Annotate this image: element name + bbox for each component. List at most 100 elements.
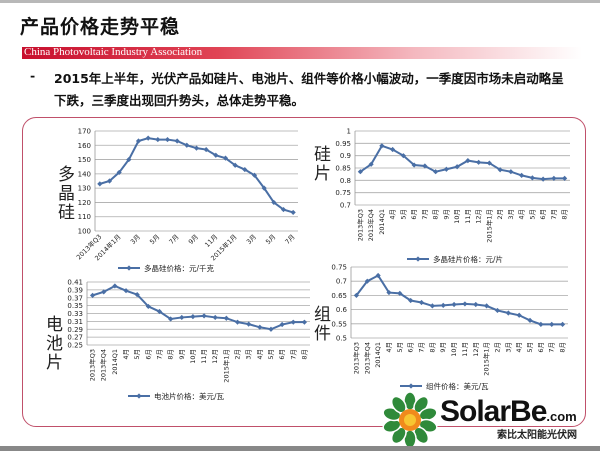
side-label-char: 硅 <box>314 145 331 165</box>
x-tick-label: 6月 <box>278 349 286 360</box>
x-tick-label: 3月 <box>504 342 512 353</box>
x-tick-label: 2月 <box>496 209 504 220</box>
y-tick-label: 0.9 <box>340 152 351 160</box>
x-tick-label: 6月 <box>407 342 415 353</box>
x-tick-label: 3月 <box>245 349 253 360</box>
side-label: 组件 <box>314 305 331 344</box>
x-tick-label: 9月 <box>439 342 447 353</box>
association-banner: China Photovoltaic Industry Association <box>22 46 582 59</box>
legend-label: 多晶硅价格：元/千克 <box>144 263 215 273</box>
bullet-marker: - <box>30 68 36 83</box>
data-point <box>301 319 308 325</box>
legend-label: 多晶硅片价格：元/片 <box>433 254 503 264</box>
data-point <box>101 289 107 295</box>
data-point <box>223 315 229 321</box>
x-tick-label: 2013年Q3 <box>351 342 360 374</box>
x-tick-label: 8月 <box>300 349 308 360</box>
data-point <box>357 169 363 175</box>
x-tick-label: 5月 <box>396 342 404 353</box>
y-tick-label: 0.7 <box>340 202 351 210</box>
summary-paragraph: 2015年上半年，光伏产品如硅片、电池片、组件等价格小幅波动，一季度因市场未启动… <box>54 71 564 108</box>
chart-2: 0.7 0.75 0.8 0.85 0.9 0.95 1 2013年Q3 2013年Q4 2014… <box>314 128 570 264</box>
y-tick-label: 0.75 <box>331 264 347 272</box>
x-tick-label: 2月 <box>493 342 501 353</box>
x-tick-label: 7月 <box>548 342 556 353</box>
data-point <box>290 319 296 325</box>
data-point <box>451 301 457 308</box>
data-point <box>462 301 468 307</box>
x-tick-label: 2015年1月 <box>221 349 230 383</box>
side-label: 硅片 <box>314 145 331 184</box>
data-point <box>418 299 425 306</box>
logo-com: .com <box>546 409 577 424</box>
data-point <box>538 321 544 327</box>
x-tick-label: 2013年Q3 <box>88 349 97 381</box>
y-tick-label: 0.33 <box>67 310 83 318</box>
chart-4: 0.5 0.55 0.6 0.65 0.7 0.75 2013年Q3 2013年Q4 2014Q… <box>314 264 568 391</box>
x-tick-label: 5月 <box>399 209 407 220</box>
y-tick-label: 0.85 <box>335 165 351 173</box>
legend-label: 电池片价格：美元/瓦 <box>154 391 225 401</box>
y-tick-label: 150 <box>78 156 91 164</box>
x-tick-label: 2015年1月 <box>482 342 491 376</box>
x-tick-label: 9月 <box>178 349 186 360</box>
data-point <box>135 138 142 144</box>
solarbe-logo: SolarBe.com <box>440 395 577 434</box>
data-point <box>529 175 535 181</box>
side-label-char: 片 <box>46 353 63 373</box>
y-tick-label: 0.7 <box>336 278 347 286</box>
y-tick-label: 0.55 <box>331 320 347 328</box>
data-point <box>201 313 207 319</box>
x-tick-label: 5月 <box>528 209 536 220</box>
x-tick-label: 7月 <box>421 209 429 220</box>
x-tick-label: 9月 <box>442 209 450 220</box>
data-point <box>116 169 122 176</box>
data-point <box>242 166 248 173</box>
side-label-char: 片 <box>314 164 331 184</box>
data-point <box>508 169 514 175</box>
data-point <box>112 283 118 289</box>
legend-label: 组件价格：美元/瓦 <box>426 381 489 391</box>
data-point <box>190 314 196 320</box>
side-label-char: 池 <box>46 334 63 354</box>
y-tick-label: 0.25 <box>67 342 83 350</box>
data-point <box>540 176 546 182</box>
x-tick-label: 8月 <box>432 209 440 220</box>
data-point <box>261 185 267 191</box>
x-tick-label: 11月 <box>203 233 219 249</box>
data-point <box>400 153 406 159</box>
bottom-bar <box>0 446 600 451</box>
data-point <box>505 310 511 316</box>
x-tick-label: 6月 <box>410 209 418 220</box>
x-tick-label: 3月 <box>245 233 258 246</box>
x-tick-label: 7月 <box>155 349 163 360</box>
y-tick-label: 100 <box>78 228 91 236</box>
x-tick-label: 5月 <box>133 349 141 360</box>
x-tick-label: 4月 <box>389 209 397 220</box>
x-tick-label: 5月 <box>267 349 275 360</box>
y-tick-label: 0.41 <box>67 279 83 287</box>
side-label-char: 组 <box>314 305 331 325</box>
y-tick-label: 1 <box>347 128 351 136</box>
side-label-char: 晶 <box>58 184 75 204</box>
x-tick-label: 7月 <box>168 233 181 246</box>
data-point <box>433 169 439 175</box>
x-tick-label: 2013年Q4 <box>366 209 375 241</box>
side-label: 电池片 <box>46 315 63 373</box>
data-point <box>516 312 522 318</box>
x-tick-label: 8月 <box>167 349 175 360</box>
x-tick-label: 3月 <box>129 233 142 246</box>
x-tick-label: 8月 <box>561 209 569 220</box>
legend-marker <box>126 265 132 271</box>
y-tick-label: 0.65 <box>331 292 347 300</box>
data-point <box>527 317 533 323</box>
data-point <box>222 155 229 161</box>
data-point <box>271 199 277 206</box>
x-tick-label: 2014Q1 <box>374 342 382 368</box>
x-tick-label: 2013年Q4 <box>99 349 108 381</box>
series-line <box>359 144 565 181</box>
x-tick-label: 6月 <box>539 209 547 220</box>
slide-title: 产品价格走势平稳 <box>20 16 181 38</box>
